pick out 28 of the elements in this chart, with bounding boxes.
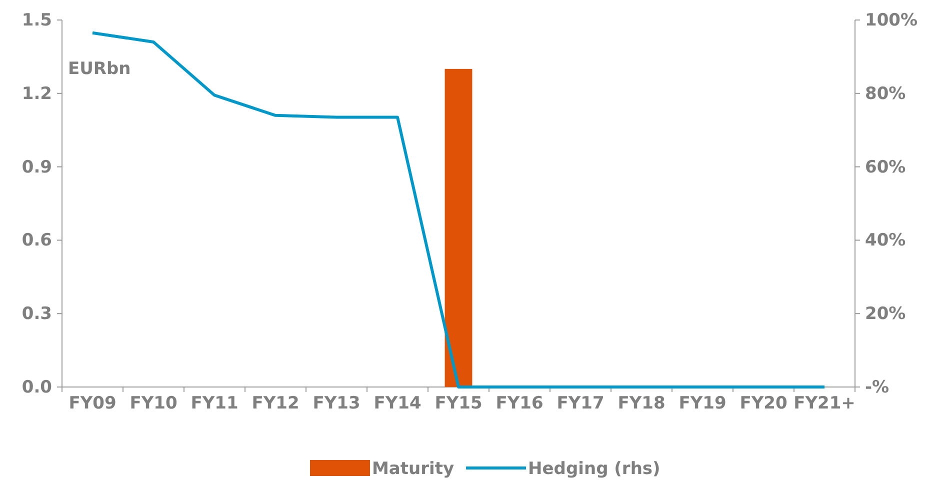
y-tick-label: 0.6 — [22, 230, 52, 251]
x-tick-label: FY11 — [190, 394, 238, 414]
y2-tick-label: 20% — [865, 304, 906, 324]
y2-tick-label: 60% — [865, 157, 906, 178]
x-tick-label: FY10 — [130, 394, 178, 414]
x-tick-label: FY21+ — [794, 394, 856, 414]
legend-label: Hedging (rhs) — [528, 459, 660, 479]
legend-label: Maturity — [372, 459, 454, 479]
y-tick-label: 1.2 — [22, 84, 52, 104]
x-tick-label: FY18 — [618, 394, 666, 414]
y-tick-label: 0.0 — [22, 377, 52, 398]
x-tick-label: FY12 — [252, 394, 300, 414]
y-tick-label: 0.3 — [22, 304, 52, 324]
y2-tick-label: 40% — [865, 230, 906, 251]
y2-tick-label: -% — [865, 377, 890, 398]
y-tick-label: 1.5 — [22, 10, 52, 30]
x-tick-label: FY20 — [740, 394, 788, 414]
x-tick-label: FY15 — [434, 394, 482, 414]
y-tick-label: 0.9 — [22, 157, 52, 178]
y2-tick-label: 80% — [865, 84, 906, 104]
x-tick-label: FY09 — [68, 394, 116, 414]
x-tick-label: FY13 — [312, 394, 360, 414]
x-tick-label: FY14 — [374, 394, 422, 414]
y2-tick-label: 100% — [865, 10, 918, 30]
x-tick-label: FY19 — [678, 394, 726, 414]
x-tick-label: FY16 — [496, 394, 544, 414]
annotation: EURbn — [68, 59, 131, 79]
x-tick-label: FY17 — [556, 394, 604, 414]
